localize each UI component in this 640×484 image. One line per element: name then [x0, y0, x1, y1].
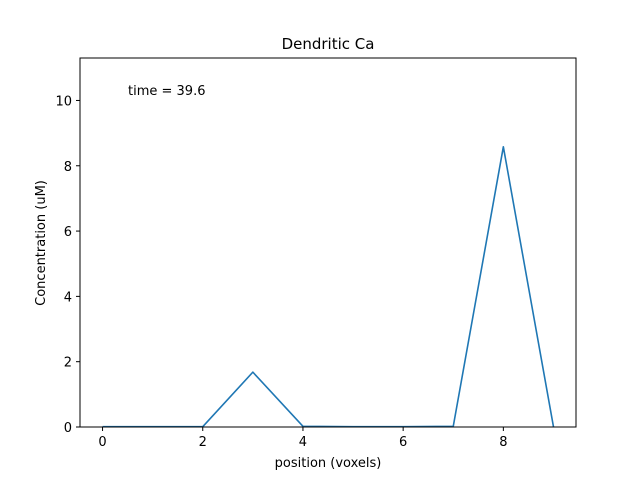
chart-title: Dendritic Ca: [282, 35, 375, 53]
y-tick-label: 2: [64, 356, 72, 371]
y-tick-label: 10: [55, 94, 72, 109]
y-tick-label: 6: [64, 225, 72, 240]
x-tick-label: 0: [98, 435, 106, 450]
x-tick-label: 8: [499, 435, 507, 450]
x-tick-label: 2: [199, 435, 207, 450]
x-tick-label: 6: [399, 435, 407, 450]
y-tick-label: 0: [64, 421, 72, 436]
y-axis-label: Concentration (uM): [34, 180, 49, 306]
x-tick-label: 4: [299, 435, 307, 450]
time-annotation: time = 39.6: [128, 84, 205, 99]
y-tick-label: 4: [64, 290, 72, 305]
x-axis-label: position (voxels): [275, 456, 382, 471]
y-tick-label: 8: [64, 160, 72, 175]
